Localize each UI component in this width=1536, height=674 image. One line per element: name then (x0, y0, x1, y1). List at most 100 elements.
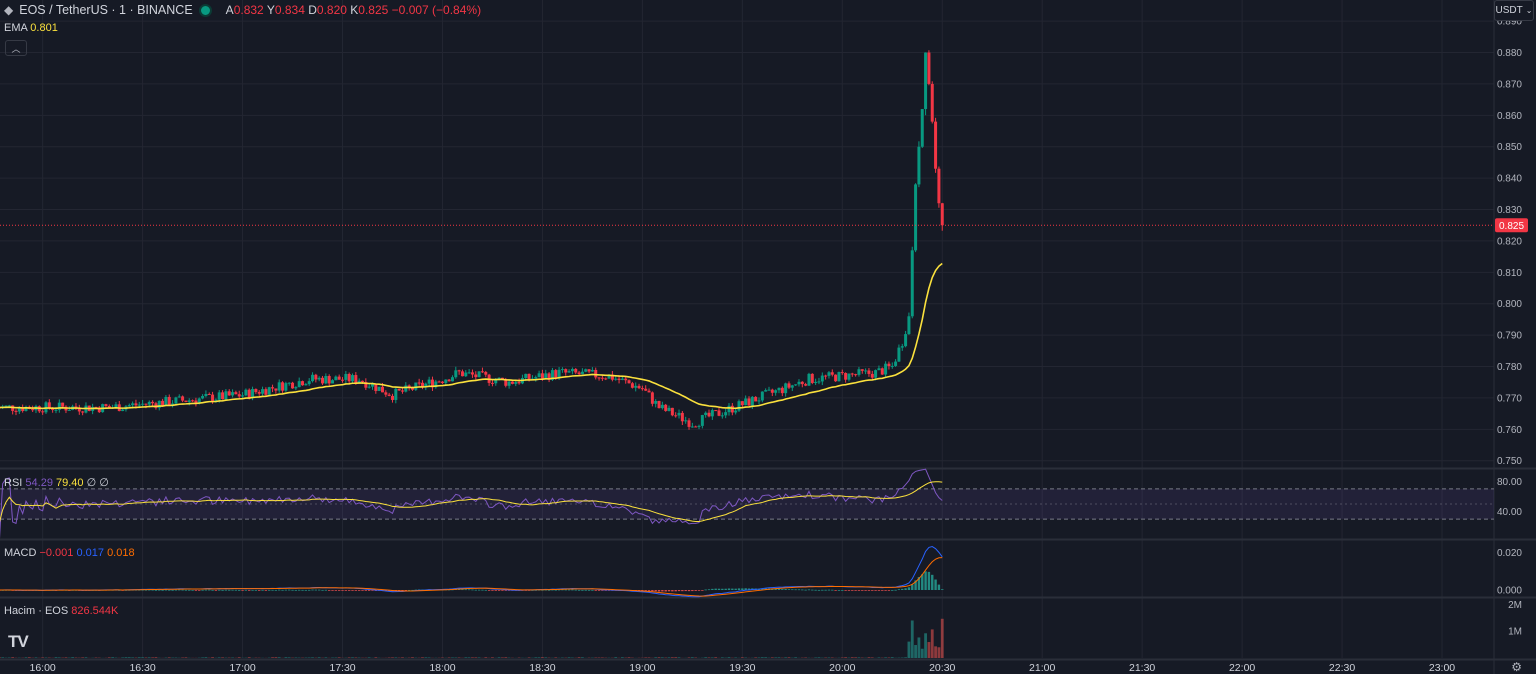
macd-histogram-bar (494, 590, 497, 591)
macd-histogram-bar (271, 589, 274, 591)
volume-bar (760, 657, 764, 658)
volume-bar (627, 657, 631, 658)
candle-body (707, 412, 711, 417)
price-tick-label: 0.790 (1497, 331, 1522, 342)
candle-body (187, 400, 191, 402)
volume-bar (34, 657, 38, 658)
volume-bar (474, 657, 478, 658)
macd-histogram-bar (411, 589, 414, 591)
candle-body (467, 372, 471, 374)
candle-body (184, 400, 188, 402)
macd-histogram-bar (331, 590, 334, 591)
candle-body (447, 379, 451, 382)
candle-body (597, 377, 601, 379)
market-status-icon (198, 3, 212, 17)
macd-histogram-bar (361, 590, 364, 591)
macd-histogram-bar (904, 588, 907, 590)
currency-selector[interactable]: USDT ⌄ (1494, 0, 1534, 21)
time-tick-label: 23:00 (1429, 662, 1455, 674)
candle-body (51, 408, 55, 410)
symbol-title[interactable]: EOS / TetherUS · 1 · BINANCE (19, 3, 193, 17)
macd-histogram-bar (554, 589, 557, 591)
candle-body (644, 388, 648, 391)
volume-bar (467, 657, 471, 658)
macd-histogram-bar (724, 588, 727, 590)
candle-body (297, 381, 301, 388)
volume-bar (544, 657, 548, 658)
tradingview-logo-icon[interactable]: TV (8, 632, 29, 651)
macd-histogram-bar (741, 588, 744, 590)
macd-histogram-bar (851, 590, 854, 591)
macd-histogram-bar (601, 590, 604, 591)
volume-bar (890, 657, 894, 658)
macd-histogram-bar (557, 589, 561, 591)
volume-legend[interactable]: Hacim · EOS 826.544K (4, 605, 118, 617)
volume-bar (131, 657, 135, 658)
candle-body (634, 385, 638, 388)
macd-histogram-bar (327, 590, 331, 591)
candle-body (907, 316, 911, 335)
rsi-legend[interactable]: RSI 54.29 79.40 ∅ ∅ (4, 476, 109, 489)
candle-body (341, 379, 345, 381)
macd-histogram-bar (474, 589, 477, 591)
macd-legend[interactable]: MACD −0.001 0.017 0.018 (4, 547, 135, 559)
price-tick-label: 0.840 (1497, 174, 1522, 185)
macd-histogram-bar (211, 589, 214, 591)
candle-body (830, 372, 834, 375)
macd-histogram-bar (561, 589, 564, 591)
candle-body (654, 400, 658, 404)
candle-body (837, 372, 841, 382)
volume-bar (644, 657, 648, 658)
volume-bar (427, 657, 431, 658)
macd-histogram-bar (534, 589, 537, 591)
macd-histogram-bar (664, 590, 667, 592)
candle-body (261, 389, 265, 394)
macd-histogram-bar (481, 589, 484, 591)
settings-gear-icon[interactable]: ⚙ (1511, 660, 1522, 674)
macd-histogram-bar (831, 589, 834, 591)
ema-legend[interactable]: EMA 0.801 (4, 22, 58, 34)
candle-body (814, 381, 818, 383)
volume-bar (554, 657, 558, 658)
candle-body (177, 396, 181, 398)
volume-bar (854, 657, 858, 658)
price-tick-label: 0.830 (1497, 205, 1522, 216)
price-tick-label: 0.770 (1497, 393, 1522, 404)
candle-body (494, 380, 498, 384)
candle-body (281, 382, 285, 391)
macd-histogram-bar (241, 590, 244, 591)
macd-histogram-bar (567, 589, 571, 591)
volume-bar (201, 657, 204, 658)
collapse-legend-button[interactable]: ︿ (5, 40, 27, 56)
volume-bar (714, 657, 718, 658)
volume-bar (764, 657, 768, 658)
candle-body (677, 412, 681, 416)
candle-body (737, 401, 741, 411)
macd-histogram-bar (278, 589, 281, 591)
macd-histogram-bar (697, 590, 701, 591)
candle-body (717, 410, 721, 416)
candle-body (507, 381, 511, 386)
last-price-badge (1495, 218, 1528, 233)
macd-histogram-bar (218, 589, 221, 591)
candle-body (217, 392, 221, 400)
volume-bar (690, 657, 694, 658)
volume-bar (64, 657, 68, 658)
macd-histogram-bar (777, 588, 781, 590)
candle-body (267, 387, 271, 395)
macd-histogram-bar (874, 590, 877, 591)
candle-body (424, 383, 428, 388)
volume-bar (934, 646, 937, 658)
macd-histogram-bar (178, 589, 181, 591)
macd-histogram-bar (321, 589, 324, 591)
volume-bar (287, 657, 291, 658)
volume-bar (271, 657, 274, 658)
candle-body (474, 374, 478, 378)
candle-body (834, 374, 838, 382)
candle-body (301, 381, 305, 386)
candle-body (24, 406, 28, 411)
candle-body (450, 377, 454, 382)
candle-body (287, 382, 291, 384)
candle-body (430, 379, 434, 388)
